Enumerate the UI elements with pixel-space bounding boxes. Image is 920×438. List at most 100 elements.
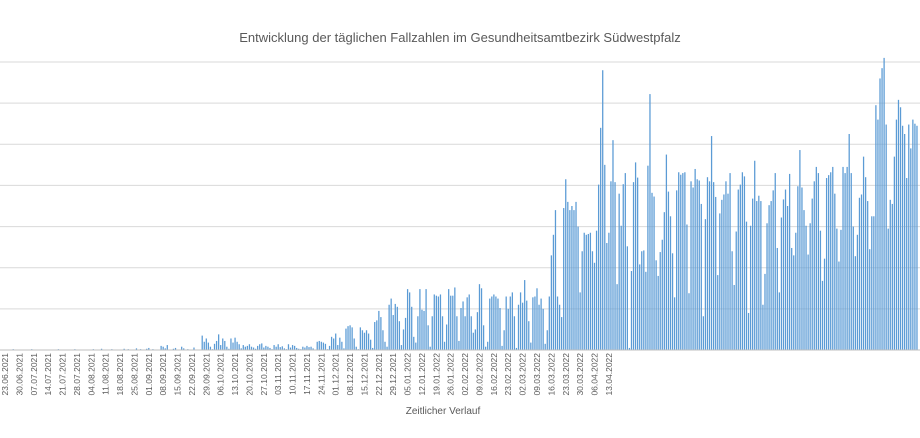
bar-164	[341, 341, 343, 350]
bar-111	[232, 342, 234, 350]
bar-346	[715, 196, 717, 350]
bar-149	[310, 346, 312, 350]
bar-299	[618, 193, 620, 350]
bar-338	[698, 180, 700, 350]
bar-296	[612, 140, 614, 350]
bar-229	[474, 329, 477, 350]
bar-174	[361, 330, 364, 350]
bar-367	[758, 195, 760, 350]
bar-340	[702, 316, 704, 350]
x-tick-label-17: 20.10.2021	[244, 353, 254, 396]
bar-365	[754, 160, 756, 350]
bar-261	[540, 298, 542, 350]
x-tick-label-16: 13.10.2021	[230, 353, 240, 396]
bar-116	[242, 345, 244, 350]
x-tick-label-14: 29.09.2021	[201, 353, 211, 396]
bar-281	[581, 251, 583, 350]
bar-207	[429, 346, 431, 350]
bar-335	[692, 187, 694, 350]
bar-136	[283, 348, 285, 350]
bar-147	[306, 345, 308, 350]
bar-230	[476, 312, 479, 350]
bar-221	[458, 340, 460, 350]
bar-82	[172, 348, 175, 350]
bar-110	[230, 338, 232, 350]
bar-133	[277, 344, 279, 350]
x-tick-label-29: 12.01.2022	[417, 353, 427, 396]
bar-401	[828, 175, 830, 350]
bar-251	[519, 292, 522, 350]
bar-159	[330, 336, 333, 350]
bar-300	[620, 225, 622, 350]
bar-297	[614, 182, 616, 350]
bar-420	[867, 201, 869, 350]
bar-135	[281, 346, 283, 350]
bar-196	[406, 289, 409, 350]
bar-377	[778, 292, 780, 350]
bar-322	[665, 154, 668, 350]
bar-100	[209, 346, 212, 350]
bar-433	[893, 156, 896, 350]
bar-366	[756, 201, 758, 350]
bar-380	[784, 189, 787, 350]
bar-268	[554, 210, 557, 350]
bar-213	[441, 316, 444, 350]
bar-228	[472, 332, 474, 350]
bar-219	[454, 287, 456, 350]
bar-237	[491, 296, 493, 350]
bar-233	[482, 325, 485, 350]
bar-419	[864, 177, 867, 350]
bar-200	[415, 342, 417, 350]
bar-393	[811, 198, 813, 350]
bar-415	[856, 234, 859, 350]
bar-428	[883, 57, 885, 350]
bar-179	[372, 347, 374, 350]
bar-429	[885, 124, 887, 350]
bar-287	[593, 262, 596, 350]
x-tick-label-22: 24.11.2021	[316, 353, 326, 395]
bar-186	[386, 346, 388, 350]
bar-241	[499, 308, 501, 350]
bar-129	[269, 347, 271, 350]
bar-439	[906, 178, 908, 350]
x-tick-label-2: 07.07.2021	[29, 353, 39, 396]
bar-412	[850, 173, 852, 350]
bar-242	[501, 345, 503, 350]
bar-266	[550, 255, 553, 350]
bar-255	[528, 321, 530, 350]
bar-170	[353, 338, 355, 350]
bar-357	[737, 189, 739, 350]
bar-405	[836, 228, 838, 350]
bar-106	[222, 338, 224, 350]
bar-263	[544, 343, 546, 350]
bar-187	[388, 304, 390, 350]
bar-443	[914, 123, 916, 351]
chart-title: Entwicklung der täglichen Fallzahlen im …	[239, 30, 681, 45]
bar-298	[616, 284, 618, 350]
bar-168	[349, 325, 351, 350]
bar-78	[164, 348, 166, 350]
x-tick-label-36: 02.03.2022	[518, 353, 528, 396]
bar-152	[316, 341, 318, 350]
bar-244	[505, 296, 507, 350]
x-tick-label-28: 05.01.2022	[403, 353, 413, 396]
bar-363	[749, 225, 752, 350]
bar-398	[821, 280, 824, 350]
bar-127	[265, 345, 267, 350]
x-tick-label-5: 28.07.2021	[72, 353, 82, 396]
bar-194	[402, 329, 405, 350]
bar-290	[600, 127, 602, 350]
x-tick-label-6: 04.08.2021	[86, 353, 96, 396]
bar-392	[809, 223, 811, 350]
bar-191	[396, 306, 398, 350]
bar-224	[464, 316, 466, 350]
bar-182	[378, 310, 380, 350]
bar-435	[897, 99, 900, 350]
bar-227	[470, 316, 472, 350]
bar-441	[910, 148, 912, 350]
x-tick-label-27: 29.12.2021	[388, 353, 398, 396]
x-tick-label-30: 19.01.2022	[431, 353, 441, 396]
bar-410	[846, 166, 848, 350]
bar-277	[573, 210, 575, 350]
